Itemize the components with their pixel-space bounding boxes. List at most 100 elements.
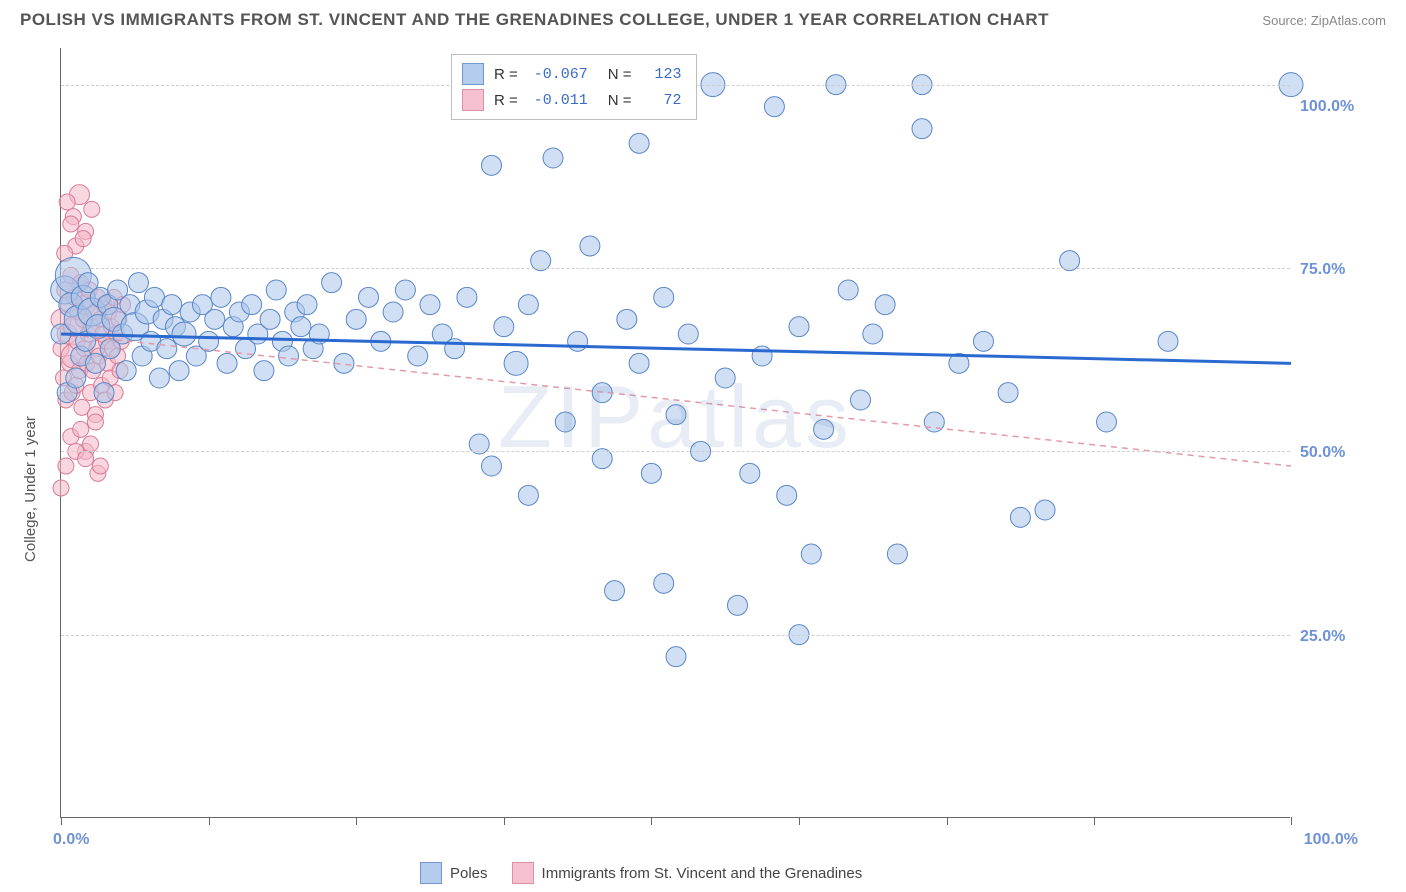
scatter-point — [457, 287, 477, 307]
scatter-point — [85, 353, 105, 373]
scatter-point — [172, 322, 196, 346]
legend-swatch — [420, 862, 442, 884]
scatter-point — [1035, 500, 1055, 520]
scatter-point — [518, 295, 538, 315]
x-tick — [651, 817, 652, 825]
gridline-h — [61, 268, 1290, 269]
scatter-point — [629, 353, 649, 373]
scatter-point — [543, 148, 563, 168]
scatter-point — [1158, 331, 1178, 351]
scatter-point — [116, 361, 136, 381]
gridline-h — [61, 635, 1290, 636]
scatter-point — [75, 231, 91, 247]
stat-label: N = — [608, 66, 632, 83]
scatter-point — [395, 280, 415, 300]
series-swatch — [462, 63, 484, 85]
stat-r-value: -0.011 — [528, 92, 588, 109]
stats-legend-box: R =-0.067N =123R =-0.011N =72 — [451, 54, 697, 120]
plot-svg — [61, 48, 1291, 818]
scatter-point — [279, 346, 299, 366]
scatter-point — [863, 324, 883, 344]
scatter-point — [518, 485, 538, 505]
scatter-point — [494, 317, 514, 337]
gridline-h — [61, 451, 1290, 452]
scatter-point — [322, 273, 342, 293]
scatter-point — [998, 383, 1018, 403]
scatter-point — [851, 390, 871, 410]
scatter-point — [1010, 507, 1030, 527]
scatter-point — [359, 287, 379, 307]
scatter-point — [654, 573, 674, 593]
scatter-point — [84, 201, 100, 217]
x-tick — [356, 817, 357, 825]
scatter-point — [211, 287, 231, 307]
stat-n-value: 72 — [642, 92, 682, 109]
scatter-point — [149, 368, 169, 388]
scatter-point — [346, 309, 366, 329]
scatter-point — [887, 544, 907, 564]
scatter-point — [169, 361, 189, 381]
scatter-point — [568, 331, 588, 351]
scatter-point — [205, 309, 225, 329]
legend-item: Immigrants from St. Vincent and the Gren… — [512, 862, 863, 884]
chart-title: POLISH VS IMMIGRANTS FROM ST. VINCENT AN… — [20, 10, 1049, 30]
scatter-point — [555, 412, 575, 432]
scatter-point — [764, 97, 784, 117]
stats-row: R =-0.067N =123 — [462, 61, 682, 87]
series-swatch — [462, 89, 484, 111]
scatter-point — [162, 295, 182, 315]
scatter-point — [58, 458, 74, 474]
y-tick-label: 50.0% — [1300, 444, 1380, 462]
scatter-point — [678, 324, 698, 344]
x-tick-label-right: 100.0% — [1304, 831, 1358, 849]
scatter-point — [504, 351, 528, 375]
legend-label: Immigrants from St. Vincent and the Gren… — [542, 865, 863, 882]
scatter-point — [297, 295, 317, 315]
x-tick — [947, 817, 948, 825]
source-name[interactable]: ZipAtlas.com — [1311, 13, 1386, 28]
x-tick — [799, 817, 800, 825]
y-tick-label: 75.0% — [1300, 261, 1380, 279]
scatter-point — [94, 383, 114, 403]
source-label: Source: — [1262, 13, 1307, 28]
scatter-point — [217, 353, 237, 373]
scatter-point — [752, 346, 772, 366]
legend-swatch — [512, 862, 534, 884]
scatter-point — [266, 280, 286, 300]
scatter-point — [641, 463, 661, 483]
scatter-point — [715, 368, 735, 388]
x-tick-label-left: 0.0% — [53, 831, 89, 849]
scatter-point — [974, 331, 994, 351]
scatter-point — [408, 346, 428, 366]
source-attribution: Source: ZipAtlas.com — [1262, 13, 1386, 28]
stat-label: N = — [608, 92, 632, 109]
scatter-point — [59, 194, 75, 210]
scatter-point — [87, 414, 103, 430]
stat-r-value: -0.067 — [528, 66, 588, 83]
stat-label: R = — [494, 66, 518, 83]
scatter-point — [580, 236, 600, 256]
x-tick — [209, 817, 210, 825]
scatter-point — [482, 155, 502, 175]
legend-label: Poles — [450, 865, 488, 882]
scatter-point — [383, 302, 403, 322]
scatter-point — [777, 485, 797, 505]
scatter-point — [801, 544, 821, 564]
scatter-point — [420, 295, 440, 315]
stats-row: R =-0.011N =72 — [462, 87, 682, 113]
scatter-point — [666, 405, 686, 425]
scatter-point — [92, 458, 108, 474]
x-tick — [504, 817, 505, 825]
scatter-point — [666, 647, 686, 667]
scatter-point — [445, 339, 465, 359]
chart-container: College, Under 1 year ZIPatlas R =-0.067… — [0, 42, 1406, 892]
title-bar: POLISH VS IMMIGRANTS FROM ST. VINCENT AN… — [0, 0, 1406, 36]
scatter-point — [728, 595, 748, 615]
scatter-point — [814, 419, 834, 439]
x-tick — [61, 817, 62, 825]
scatter-point — [1097, 412, 1117, 432]
y-tick-label: 100.0% — [1300, 98, 1380, 116]
scatter-point — [912, 119, 932, 139]
x-tick — [1291, 817, 1292, 825]
scatter-point — [605, 581, 625, 601]
